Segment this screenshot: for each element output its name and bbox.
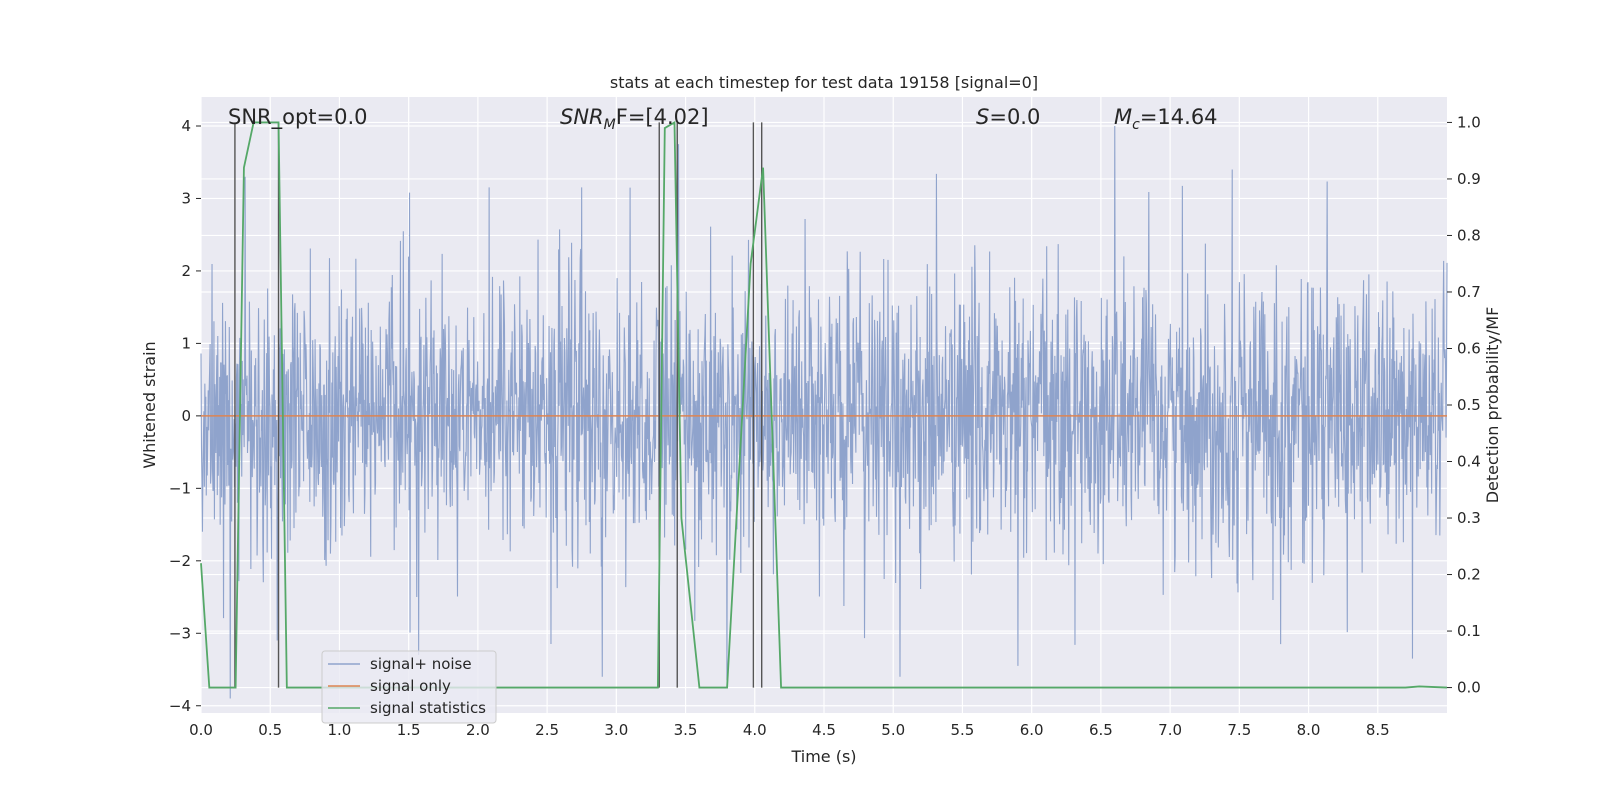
tick-labels: 0.0 0.5 1.0 1.5 2.0 2.5 3.0 3.5 4.0 4.5 5.0 5.5 6.0 6… [169,113,1481,739]
y-tick-label-right: 0.7 [1457,283,1481,301]
y-tick-label-left: 2 [181,262,191,280]
annotation-mc-base: M [1114,105,1132,129]
y-tick-label-left: −3 [169,624,191,642]
annotation-s-label: S [976,105,989,129]
annotation-snr-opt: SNR_opt=0.0 [228,105,368,130]
x-tick-label: 3.5 [674,721,698,739]
annotation-snr-mf-sub: M [604,117,616,133]
chart-title: stats at each timestep for test data 191… [610,73,1038,92]
x-tick-label: 6.0 [1020,721,1044,739]
y-tick-label-left: 0 [181,407,191,425]
signal-noise-series [200,125,1448,699]
annotation-snr-mf: SNRMF=[4.02] [560,105,709,133]
x-tick-label: 3.0 [604,721,628,739]
y-tick-label-right: 0.1 [1457,622,1481,640]
x-tick-label: 0.5 [258,721,282,739]
y-tick-label-right: 1.0 [1457,113,1481,131]
annotation-snr-mf-rest: F=[4.02] [616,105,709,129]
y-axis-label-left: Whitened strain [140,341,159,468]
y-tick-label-right: 0.4 [1457,453,1481,471]
annotation-s: S=0.0 [976,105,1040,129]
y-tick-label-right: 0.2 [1457,566,1481,584]
legend-label-signal-only: signal only [370,677,451,695]
x-tick-label: 2.5 [535,721,559,739]
annotation-mc-value: =14.64 [1140,105,1218,129]
y-tick-label-right: 0.9 [1457,170,1481,188]
x-tick-label: 5.5 [951,721,975,739]
y-tick-label-right: 0.8 [1457,226,1481,244]
legend-label-noise: signal+ noise [370,655,472,673]
x-axis-label: Time (s) [790,747,856,766]
y-tick-label-left: 4 [181,117,191,135]
annotation-mc-sub: c [1132,117,1140,133]
legend-label-statistics: signal statistics [370,699,486,717]
x-tick-label: 4.0 [743,721,767,739]
x-tick-label: 8.5 [1366,721,1390,739]
x-tick-label: 7.0 [1158,721,1182,739]
y-tick-label-right: 0.0 [1457,679,1481,697]
annotation-snr-mf-base: SNR [560,105,604,129]
y-tick-label-left: −1 [169,479,191,497]
x-tick-label: 4.5 [812,721,836,739]
annotation-mc: Mc=14.64 [1114,105,1218,133]
y-tick-label-left: 3 [181,189,191,207]
legend: signal+ noise signal only signal statist… [321,650,497,724]
series-line-signal-statistics [200,120,1448,689]
x-tick-label: 6.5 [1089,721,1113,739]
x-tick-label: 1.0 [328,721,352,739]
legend-box [321,650,497,724]
annotation-s-value: =0.0 [989,105,1040,129]
x-tick-label: 7.5 [1227,721,1251,739]
x-tick-label: 8.0 [1297,721,1321,739]
series-line-signal-noise [200,125,1448,699]
y-tick-label-right: 0.6 [1457,339,1481,357]
x-tick-label: 0.0 [189,721,213,739]
y-tick-label-right: 0.3 [1457,509,1481,527]
x-tick-label: 5.0 [881,721,905,739]
y-tick-label-left: 1 [181,334,191,352]
signal-statistics-series [200,120,1448,689]
y-axis-label-right: Detection probability/MF [1483,307,1502,504]
x-tick-label: 2.0 [466,721,490,739]
y-tick-label-right: 0.5 [1457,396,1481,414]
x-tick-label: 1.5 [397,721,421,739]
y-tick-label-left: −4 [169,697,191,715]
y-tick-label-left: −2 [169,552,191,570]
